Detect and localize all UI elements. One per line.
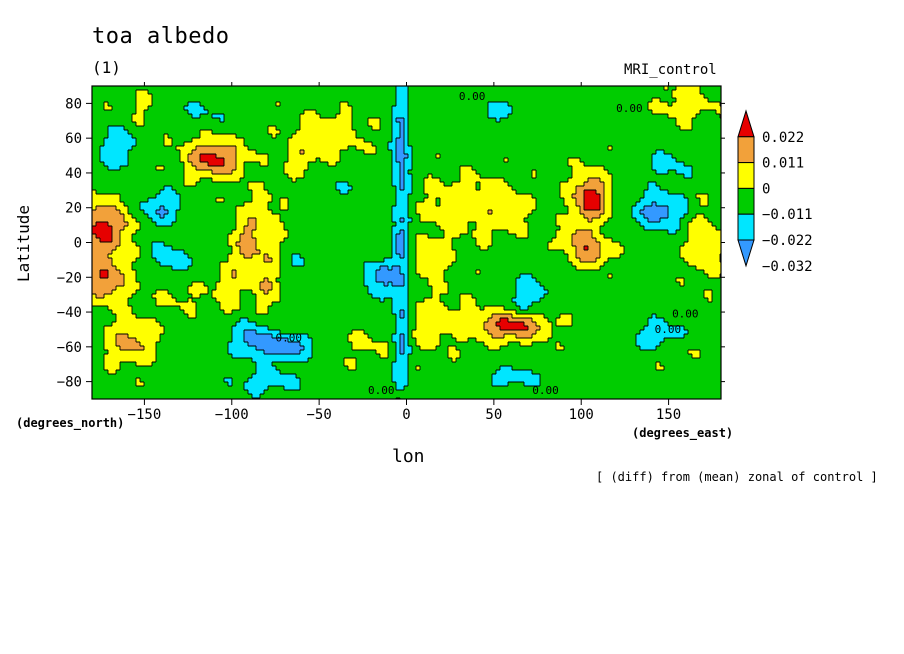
colorbar-swatch [737, 109, 755, 138]
y-tick-label: −20 [57, 270, 82, 286]
contour-lines [92, 86, 721, 399]
contour-labels: 0.00 0.00 0.00 0.00 0.00 0.00 0.00 [275, 90, 698, 397]
footnote: [ (diff) from (mean) zonal of control ] [596, 470, 878, 484]
contour-label: 0.00 [275, 332, 302, 345]
x-axis-label: lon [392, 446, 425, 467]
contour-label: 0.00 [532, 384, 559, 397]
contour-label: 0.00 [616, 102, 643, 115]
contour-label: 0.00 [459, 90, 486, 103]
x-axis: −150 −100 −50 0 50 100 150 [128, 82, 681, 423]
colorbar-swatch [737, 187, 755, 215]
y-tick-label: −40 [57, 305, 82, 321]
x-tick-label: −50 [306, 407, 331, 423]
y-tick-label: 60 [65, 131, 82, 147]
y-tick-label: −60 [57, 340, 82, 356]
x-tick-label: 150 [656, 407, 681, 423]
colorbar-label: 0.022 [762, 130, 804, 146]
heatmap-field [92, 86, 721, 399]
chart-subtitle: (1) [92, 58, 121, 77]
x-tick-label: 0 [402, 407, 410, 423]
chart-title: toa albedo [92, 24, 230, 49]
colorbar-label: −0.032 [762, 259, 813, 275]
colorbar-label: 0 [762, 181, 770, 197]
x-tick-label: −100 [215, 407, 249, 423]
colorbar-swatch [737, 136, 755, 164]
y-axis-label: Latitude [14, 204, 33, 282]
x-tick-label: 50 [485, 407, 502, 423]
y-tick-label: 40 [65, 166, 82, 182]
y-axis-unit: (degrees_north) [16, 416, 125, 430]
model-label: MRI_control [624, 62, 717, 78]
colorbar-label: 0.011 [762, 156, 804, 172]
colorbar-label: −0.022 [762, 233, 813, 249]
colorbar: 0.022 0.011 0 −0.011 −0.022 −0.032 [737, 109, 813, 275]
colorbar-label: −0.011 [762, 207, 813, 223]
colorbar-swatch [737, 239, 755, 268]
x-axis-unit: (degrees_east) [632, 426, 734, 440]
colorbar-swatch [737, 162, 755, 189]
y-tick-label: 80 [65, 96, 82, 112]
contour-label: 0.00 [655, 323, 682, 336]
y-axis: −80 −60 −40 −20 0 20 40 60 80 [57, 96, 725, 391]
contour-label: 0.00 [368, 384, 395, 397]
y-tick-label: 20 [65, 201, 82, 217]
x-tick-label: −150 [128, 407, 162, 423]
y-tick-label: −80 [57, 375, 82, 391]
x-tick-label: 100 [569, 407, 594, 423]
contour-label: 0.00 [672, 307, 699, 320]
y-tick-label: 0 [74, 236, 82, 252]
colorbar-swatch [737, 213, 755, 241]
